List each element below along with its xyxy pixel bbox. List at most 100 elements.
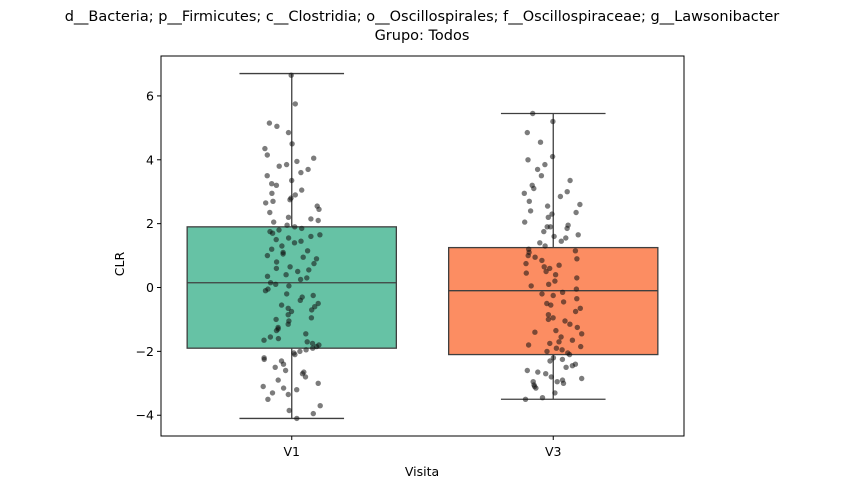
data-point	[539, 257, 545, 264]
data-point	[569, 363, 576, 369]
y-tick-label: −2	[136, 344, 154, 359]
data-point	[525, 157, 531, 163]
data-point	[264, 252, 271, 259]
data-point	[526, 198, 532, 204]
data-point	[316, 206, 322, 212]
data-point	[279, 243, 285, 249]
data-point	[525, 252, 531, 259]
y-tick-label: −4	[136, 408, 154, 423]
data-point	[549, 211, 555, 217]
data-point	[541, 264, 547, 270]
data-point	[297, 297, 303, 303]
data-point	[291, 350, 297, 356]
data-point	[289, 177, 295, 184]
data-point	[285, 391, 291, 398]
x-tick-label: V1	[283, 444, 300, 459]
data-point	[573, 209, 579, 216]
data-point	[273, 265, 280, 272]
data-point	[294, 415, 300, 422]
data-point	[263, 200, 269, 206]
y-tick-label: 6	[146, 88, 154, 103]
data-point	[285, 129, 292, 136]
data-point	[559, 347, 565, 353]
data-point	[287, 197, 293, 203]
data-point	[553, 327, 559, 334]
data-point	[531, 383, 538, 390]
chart-subtitle: Grupo: Todos	[375, 28, 470, 44]
data-point	[553, 345, 560, 351]
data-point	[304, 339, 310, 345]
data-point	[543, 371, 549, 377]
data-point	[286, 283, 292, 289]
data-point	[286, 407, 292, 414]
data-point	[284, 291, 290, 297]
data-point	[572, 308, 579, 315]
data-point	[280, 385, 287, 391]
data-point	[283, 161, 290, 168]
data-point	[272, 364, 278, 370]
data-point	[562, 318, 568, 324]
data-point	[317, 232, 323, 238]
data-point	[292, 101, 298, 107]
data-point	[539, 291, 545, 297]
y-tick-label: 4	[146, 152, 154, 167]
data-point	[278, 302, 285, 308]
data-point	[524, 367, 530, 374]
data-point	[538, 173, 545, 179]
data-point	[563, 364, 569, 370]
data-point	[315, 217, 321, 224]
data-point	[554, 379, 560, 385]
data-point	[308, 315, 315, 321]
data-point	[285, 235, 292, 241]
data-point	[573, 286, 580, 292]
data-point	[524, 129, 530, 136]
data-point	[264, 273, 271, 279]
box-V1	[186, 72, 397, 420]
data-point	[552, 390, 558, 396]
data-point	[577, 201, 583, 208]
data-point	[288, 72, 294, 78]
data-point	[303, 331, 309, 337]
data-point	[564, 189, 570, 195]
plot-area-frame	[160, 55, 685, 437]
data-point	[563, 235, 569, 241]
data-point	[303, 347, 309, 353]
data-point	[541, 228, 547, 235]
x-axis: V1 V3	[283, 436, 562, 459]
data-point	[285, 321, 291, 327]
data-point	[579, 375, 585, 382]
data-point	[545, 316, 552, 323]
data-point	[542, 243, 548, 249]
data-point	[528, 283, 534, 289]
data-point	[539, 395, 546, 401]
data-point	[292, 192, 298, 198]
data-point	[294, 158, 300, 165]
data-point	[527, 208, 534, 214]
x-tick-label: V3	[545, 444, 562, 459]
data-point	[306, 267, 312, 273]
data-point	[262, 288, 269, 294]
data-point	[270, 198, 276, 204]
data-point	[567, 177, 573, 184]
data-point	[267, 209, 273, 216]
data-point	[311, 155, 317, 161]
data-point	[547, 358, 553, 364]
data-point	[271, 219, 277, 225]
box-V3	[447, 112, 659, 400]
data-point	[547, 265, 553, 272]
data-point	[267, 280, 274, 286]
y-axis: −4 −2 0 2 4 6	[136, 88, 161, 423]
data-point	[297, 348, 303, 355]
iqr-box	[447, 246, 659, 356]
data-point	[525, 342, 532, 348]
data-point	[543, 268, 549, 275]
data-point	[269, 181, 275, 187]
data-point	[560, 380, 567, 386]
data-point	[315, 300, 321, 307]
y-tick-label: 2	[146, 216, 154, 231]
data-point	[310, 410, 316, 417]
data-point	[559, 356, 566, 363]
data-point	[273, 236, 279, 243]
data-point	[523, 270, 529, 276]
